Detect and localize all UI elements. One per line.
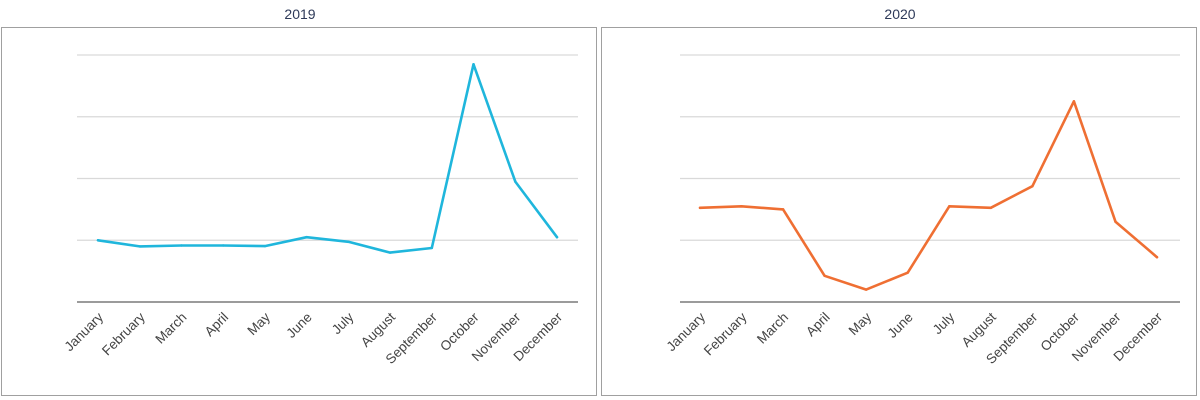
data-point — [989, 206, 993, 210]
data-point — [347, 240, 350, 243]
data-point — [430, 246, 434, 250]
x-tick-label: August — [959, 309, 1000, 350]
data-point — [1114, 220, 1117, 223]
x-tick-label: March — [152, 310, 189, 347]
x-tick-label: June — [283, 310, 314, 341]
chart-frame — [601, 27, 1197, 396]
data-point — [514, 180, 517, 183]
chart-title: 2019 — [284, 6, 316, 22]
data-point — [138, 245, 141, 248]
data-point — [906, 271, 909, 274]
chart-title: 2020 — [884, 6, 916, 22]
x-tick-label: August — [358, 309, 399, 350]
data-point — [180, 244, 183, 247]
data-point — [1031, 185, 1034, 188]
data-point — [1155, 256, 1159, 259]
x-tick-label: April — [803, 310, 833, 340]
series-line — [96, 63, 559, 254]
chart-panel-2020: 2020 January February March April May June Jul… — [600, 0, 1200, 400]
data-point — [948, 205, 951, 208]
x-tick-label: May — [846, 309, 875, 338]
x-tick-label: February — [99, 309, 148, 358]
data-point — [263, 244, 267, 248]
data-point — [388, 251, 392, 254]
x-tick-label: July — [930, 309, 958, 337]
chart-frame — [1, 27, 597, 396]
data-point — [864, 288, 868, 291]
chart-panel-2019: 2019 January February March April May June Jul… — [1, 6, 597, 396]
data-point — [698, 206, 702, 210]
series-line — [698, 100, 1159, 291]
data-point — [305, 235, 308, 239]
data-point — [555, 235, 559, 239]
x-tick-label: June — [885, 310, 916, 341]
x-tick-label: March — [754, 310, 791, 347]
data-point — [823, 274, 826, 277]
x-tick-label: February — [701, 309, 750, 358]
data-point — [472, 63, 475, 66]
x-tick-label: July — [329, 309, 357, 337]
x-tick-label: May — [244, 309, 273, 338]
data-point — [1072, 100, 1076, 103]
x-tick-label: April — [202, 310, 232, 340]
data-point — [740, 205, 743, 208]
data-point — [221, 244, 225, 247]
data-point — [96, 239, 100, 242]
data-point — [781, 208, 785, 211]
